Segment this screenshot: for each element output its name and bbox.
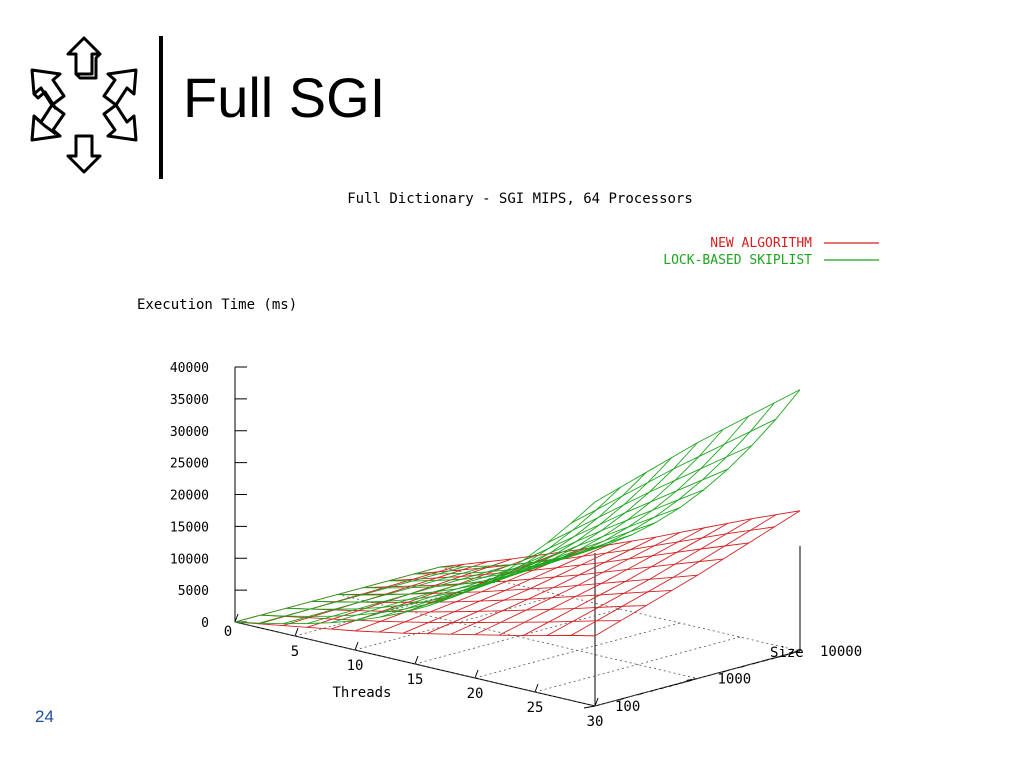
x-tick — [234, 613, 239, 623]
surface-line — [570, 514, 777, 636]
surface-line — [354, 557, 561, 622]
surface-line — [546, 518, 753, 636]
title-divider — [159, 36, 163, 179]
surface-line — [311, 589, 672, 603]
surface-line — [306, 558, 513, 628]
surface-line — [260, 614, 621, 623]
x-tick — [414, 655, 419, 665]
z-tick-label: 0 — [201, 616, 209, 631]
y-tick — [583, 705, 596, 709]
surface-line — [234, 621, 596, 637]
surface-meshes — [234, 389, 801, 637]
grid-line — [534, 636, 741, 693]
chart-labels: 4000035000300002500020000150001000050000… — [137, 191, 879, 730]
x-tick — [594, 697, 599, 707]
grid-line — [337, 594, 698, 679]
surface-line — [330, 561, 537, 624]
surface-line — [570, 418, 777, 524]
grid-line — [439, 566, 801, 652]
surface-line — [282, 565, 489, 625]
surface-line — [450, 536, 657, 635]
surface-line — [260, 486, 621, 617]
grid-line — [234, 621, 596, 707]
x-tick — [354, 641, 359, 651]
z-tick-label: 10000 — [170, 552, 209, 567]
x-tick-label: 10 — [347, 658, 364, 674]
surface-line — [402, 544, 609, 634]
surface-line — [234, 501, 596, 625]
x-tick-label: 0 — [224, 624, 232, 640]
page-number: 24 — [35, 707, 54, 726]
x-tick-label: 5 — [291, 644, 299, 660]
y-tick — [722, 669, 729, 673]
floor-grid — [234, 566, 801, 707]
z-tick-label: 30000 — [170, 425, 209, 440]
surface-line — [522, 522, 729, 637]
z-axis-label: Execution Time (ms) — [137, 297, 297, 313]
slide-title: Full SGI — [183, 66, 386, 129]
surface-line — [522, 468, 729, 561]
z-tick-label: 35000 — [170, 393, 209, 408]
surface-line — [474, 532, 681, 636]
surface-line — [498, 489, 705, 576]
company-logo — [30, 36, 138, 174]
chart-title: Full Dictionary - SGI MIPS, 64 Processor… — [347, 191, 693, 207]
x-tick-label: 20 — [467, 686, 484, 702]
y-tick-label: 10000 — [820, 644, 862, 660]
z-tick-label: 20000 — [170, 489, 209, 504]
z-tick-label: 25000 — [170, 457, 209, 472]
x-axis-label: Threads — [332, 685, 391, 701]
surface-line — [286, 605, 647, 613]
surface-line — [258, 566, 465, 624]
surface-lock-based-skiplist — [234, 389, 801, 625]
y-axis-label: Size — [770, 645, 804, 661]
grid-line — [594, 650, 801, 707]
z-tick-label: 15000 — [170, 520, 209, 535]
legend-label: LOCK-BASED SKIPLIST — [663, 253, 812, 268]
surface-line — [354, 551, 561, 632]
surface-line — [414, 526, 775, 575]
surface-line — [306, 564, 513, 624]
surface-line — [439, 510, 801, 568]
z-tick-label: 40000 — [170, 361, 209, 376]
y-tick — [686, 678, 698, 681]
x-tick-label: 30 — [587, 714, 604, 730]
x-tick — [294, 627, 299, 637]
x-tick-label: 15 — [407, 672, 424, 688]
surface-line — [594, 510, 801, 637]
surface-line — [450, 521, 657, 599]
z-tick-label: 5000 — [178, 584, 209, 599]
legend-label: NEW ALGORITHM — [710, 236, 812, 251]
surface-line — [498, 527, 705, 636]
y-tick-label: 100 — [615, 699, 640, 715]
grid-line — [414, 608, 621, 665]
surface-line — [474, 507, 681, 588]
x-tick-label: 25 — [527, 700, 544, 716]
x-tick — [534, 683, 539, 693]
x-tick — [474, 669, 479, 679]
surface-line — [439, 389, 801, 568]
surface-line — [363, 558, 724, 589]
surface-line — [282, 561, 489, 626]
y-tick-label: 1000 — [718, 672, 752, 688]
surface-line — [594, 389, 801, 503]
plot-frame — [234, 366, 801, 709]
surface-line — [234, 566, 441, 623]
surface-line — [426, 540, 633, 635]
surface-line — [414, 402, 775, 575]
surface-line — [546, 444, 753, 544]
